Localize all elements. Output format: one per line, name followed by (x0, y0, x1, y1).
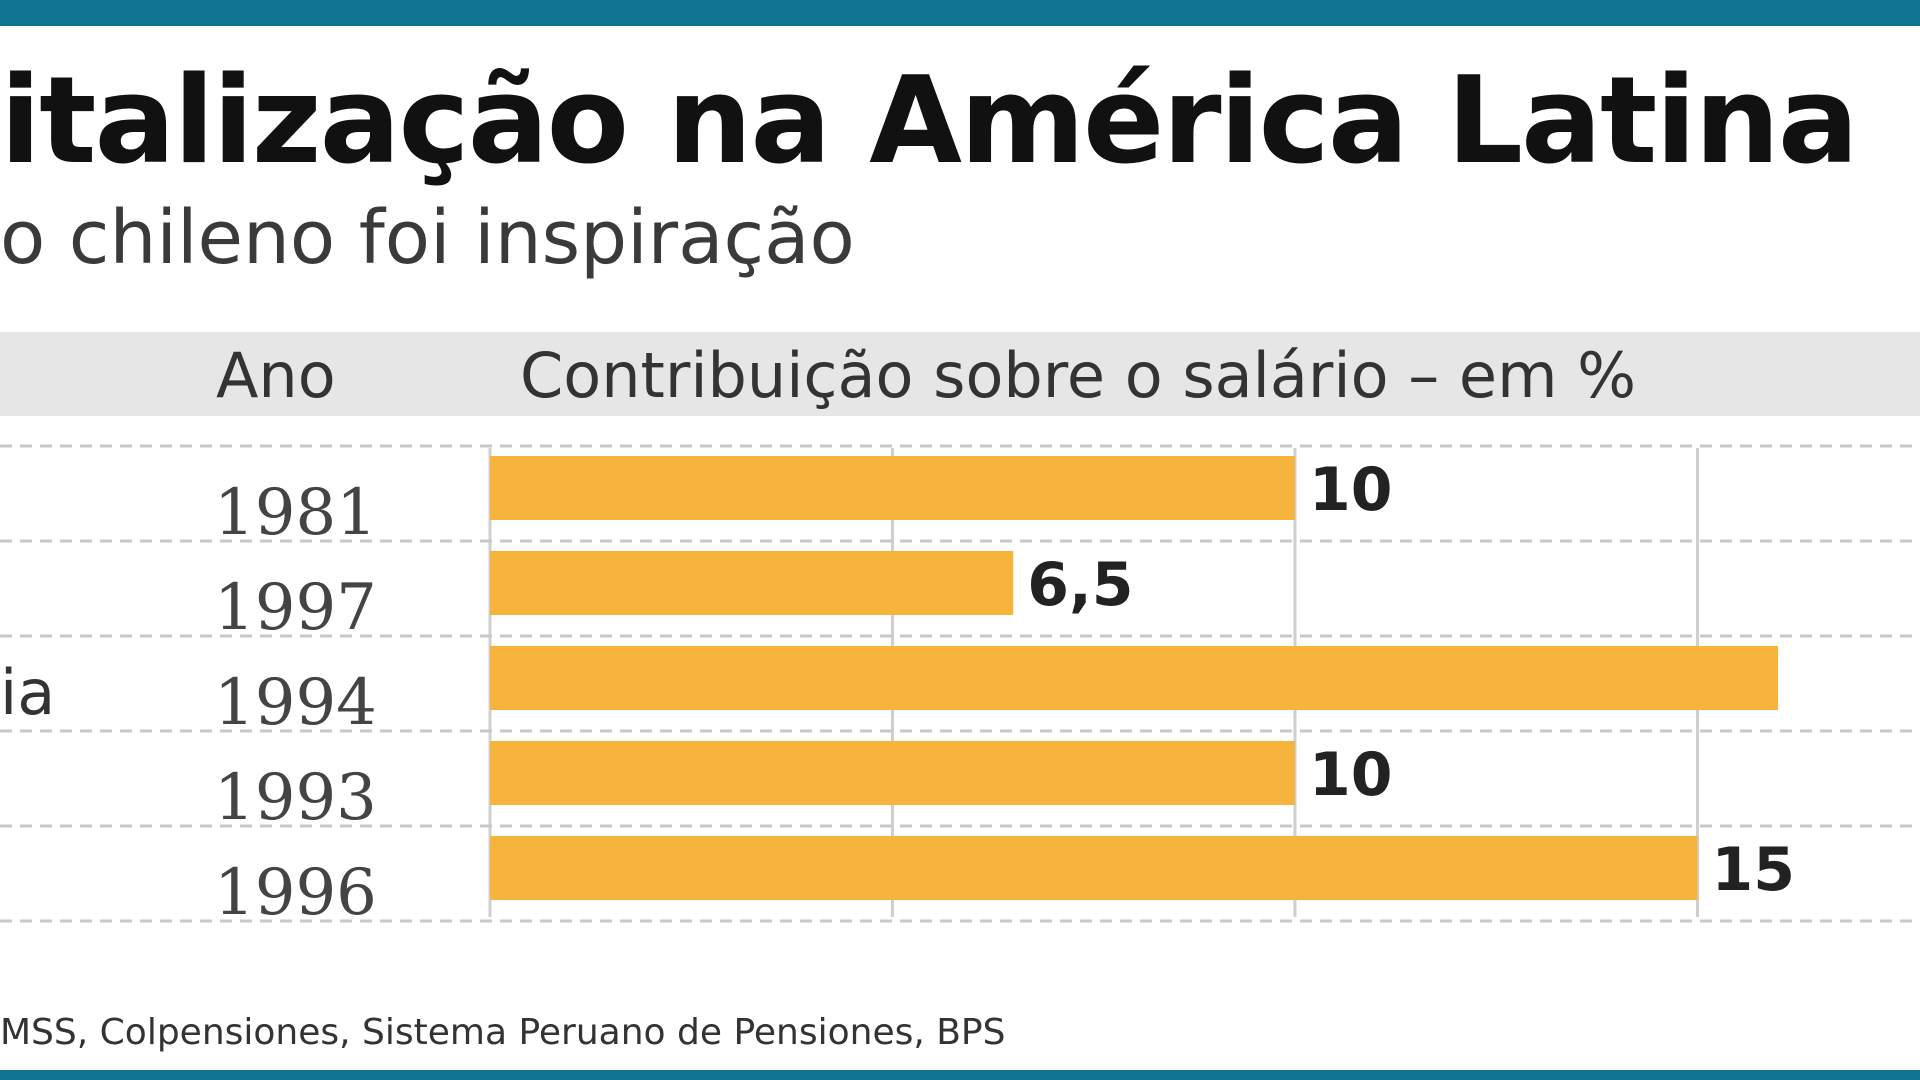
table-header-band (0, 332, 1920, 416)
bar-value-label: 15 (1712, 835, 1796, 905)
top-accent-bar (0, 0, 1920, 26)
year-label: 1994 (214, 666, 377, 740)
chart-title: italização na América Latina (0, 52, 1859, 191)
year-label: 1997 (214, 571, 377, 645)
bar (490, 646, 1778, 710)
bar-value-label: 10 (1309, 455, 1393, 525)
chart-subtitle: o chileno foi inspiração (0, 195, 855, 281)
year-label: 1981 (214, 476, 377, 550)
year-label: 1993 (214, 761, 377, 835)
bar (490, 741, 1295, 805)
bar-value-label: 10 (1309, 740, 1393, 810)
bar (490, 836, 1698, 900)
bar (490, 456, 1295, 520)
contribution-column-header: Contribuição sobre o salário – em % (520, 339, 1637, 412)
bar (490, 551, 1014, 615)
bar-chart: 10 6,5 10 15 (0, 444, 1920, 923)
year-label: 1996 (214, 856, 377, 930)
source-note: MSS, Colpensiones, Sistema Peruano de Pe… (0, 1012, 1006, 1053)
bar-value-label: 6,5 (1027, 550, 1133, 620)
row-label: ia (0, 656, 56, 729)
bottom-accent-bar (0, 1070, 1920, 1080)
year-column-header: Ano (216, 339, 336, 412)
